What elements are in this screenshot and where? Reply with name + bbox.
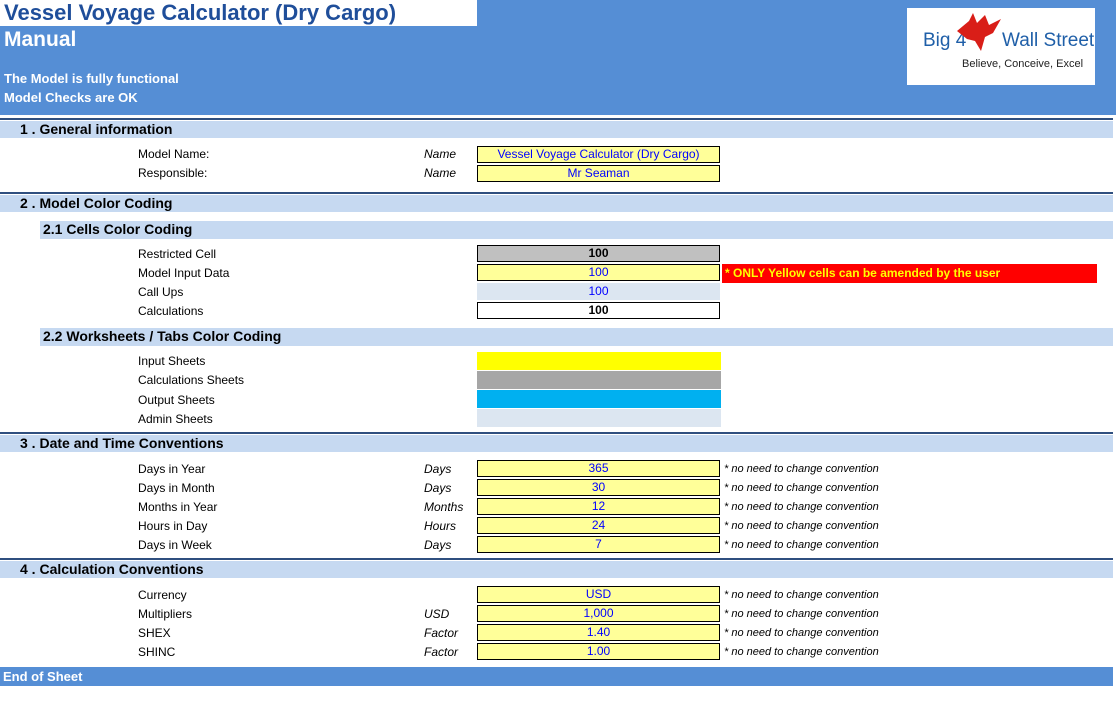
section-title-calc-conventions: 4 . Calculation Conventions bbox=[20, 561, 204, 577]
input-model-name[interactable]: Vessel Voyage Calculator (Dry Cargo) bbox=[477, 146, 720, 163]
label-restricted-cell: Restricted Cell bbox=[138, 247, 217, 261]
section-divider bbox=[0, 192, 1113, 194]
label-call-ups: Call Ups bbox=[138, 285, 184, 299]
note-shex: * no need to change convention bbox=[724, 627, 879, 639]
section-bar-general bbox=[0, 121, 1113, 138]
swatch-output-sheets bbox=[477, 390, 721, 408]
label-shinc: SHINC bbox=[138, 645, 176, 659]
input-days-in-month[interactable]: 30 bbox=[477, 479, 720, 496]
label-days-in-week: Days in Week bbox=[138, 538, 212, 552]
note-months-in-year: * no need to change convention bbox=[724, 501, 879, 513]
unit-multipliers: USD bbox=[424, 607, 450, 621]
label-shex: SHEX bbox=[138, 626, 171, 640]
subsection-title-cells: 2.1 Cells Color Coding bbox=[43, 221, 193, 237]
section-bar-date-time bbox=[0, 435, 1113, 452]
note-multipliers: * no need to change convention bbox=[724, 608, 879, 620]
unit-responsible: Name bbox=[424, 166, 457, 180]
section-divider bbox=[0, 118, 1113, 120]
eagle-icon bbox=[957, 13, 1001, 51]
section-title-color-coding: 2 . Model Color Coding bbox=[20, 195, 173, 211]
label-input-sheets: Input Sheets bbox=[138, 354, 206, 368]
cell-calculations: 100 bbox=[477, 302, 720, 319]
cell-restricted: 100 bbox=[477, 245, 720, 262]
unit-model-name: Name bbox=[424, 147, 457, 161]
label-output-sheets: Output Sheets bbox=[138, 393, 215, 407]
label-days-in-year: Days in Year bbox=[138, 462, 206, 476]
logo-brand-right: Wall Street bbox=[1002, 30, 1095, 51]
unit-shex: Factor bbox=[424, 626, 459, 640]
label-model-input: Model Input Data bbox=[138, 266, 230, 280]
subsection-bar-tabs bbox=[40, 328, 1113, 346]
input-months-in-year[interactable]: 12 bbox=[477, 498, 720, 515]
logo-tagline: Believe, Conceive, Excel bbox=[962, 58, 1084, 70]
swatch-calculation-sheets bbox=[477, 371, 721, 389]
logo-brand-left: Big 4 bbox=[923, 30, 967, 51]
input-days-in-year[interactable]: 365 bbox=[477, 460, 720, 477]
unit-days-in-week: Days bbox=[424, 538, 452, 552]
label-days-in-month: Days in Month bbox=[138, 481, 215, 495]
note-shinc: * no need to change convention bbox=[724, 646, 879, 658]
unit-days-in-month: Days bbox=[424, 481, 452, 495]
section-divider bbox=[0, 558, 1113, 560]
input-days-in-week[interactable]: 7 bbox=[477, 536, 720, 553]
section-bar-calc-conventions bbox=[0, 561, 1113, 578]
status-functional: The Model is fully functional bbox=[4, 71, 179, 86]
section-divider bbox=[0, 432, 1113, 434]
note-hours-in-day: * no need to change convention bbox=[724, 520, 879, 532]
unit-days-in-year: Days bbox=[424, 462, 452, 476]
section-bar-color-coding bbox=[0, 195, 1113, 212]
page-subtitle: Manual bbox=[4, 28, 77, 51]
subsection-title-tabs: 2.2 Worksheets / Tabs Color Coding bbox=[43, 328, 282, 344]
logo: Big 4 Wall Street Believe, Conceive, Exc… bbox=[907, 8, 1095, 85]
label-currency: Currency bbox=[138, 588, 187, 602]
label-multipliers: Multipliers bbox=[138, 607, 193, 621]
section-title-general: 1 . General information bbox=[20, 121, 173, 137]
swatch-input-sheets bbox=[477, 352, 721, 370]
section-title-date-time: 3 . Date and Time Conventions bbox=[20, 435, 224, 451]
label-calculation-sheets: Calculations Sheets bbox=[138, 373, 245, 387]
note-days-in-month: * no need to change convention bbox=[724, 482, 879, 494]
warning-banner: * ONLY Yellow cells can be amended by th… bbox=[722, 264, 1097, 283]
note-days-in-week: * no need to change convention bbox=[724, 539, 879, 551]
input-shex[interactable]: 1.40 bbox=[477, 624, 720, 641]
footer-text: End of Sheet bbox=[3, 669, 83, 684]
input-multipliers[interactable]: 1,000 bbox=[477, 605, 720, 622]
note-days-in-year: * no need to change convention bbox=[724, 463, 879, 475]
subsection-bar-cells bbox=[40, 221, 1113, 239]
label-responsible: Responsible: bbox=[138, 166, 208, 180]
unit-hours-in-day: Hours bbox=[424, 519, 457, 533]
label-model-name: Model Name: bbox=[138, 147, 210, 161]
label-hours-in-day: Hours in Day bbox=[138, 519, 208, 533]
input-shinc[interactable]: 1.00 bbox=[477, 643, 720, 660]
label-months-in-year: Months in Year bbox=[138, 500, 218, 514]
input-responsible[interactable]: Mr Seaman bbox=[477, 165, 720, 182]
label-admin-sheets: Admin Sheets bbox=[138, 412, 213, 426]
input-currency[interactable]: USD bbox=[477, 586, 720, 603]
unit-months-in-year: Months bbox=[424, 500, 464, 514]
cell-model-input[interactable]: 100 bbox=[477, 264, 720, 281]
page-title: Vessel Voyage Calculator (Dry Cargo) bbox=[4, 0, 397, 25]
note-currency: * no need to change convention bbox=[724, 589, 879, 601]
label-calculations: Calculations bbox=[138, 304, 204, 318]
swatch-admin-sheets bbox=[477, 409, 721, 427]
unit-shinc: Factor bbox=[424, 645, 459, 659]
cell-call-ups: 100 bbox=[477, 283, 720, 300]
footer-bar bbox=[0, 667, 1113, 686]
input-hours-in-day[interactable]: 24 bbox=[477, 517, 720, 534]
status-checks: Model Checks are OK bbox=[4, 90, 138, 105]
title-box bbox=[0, 0, 477, 26]
